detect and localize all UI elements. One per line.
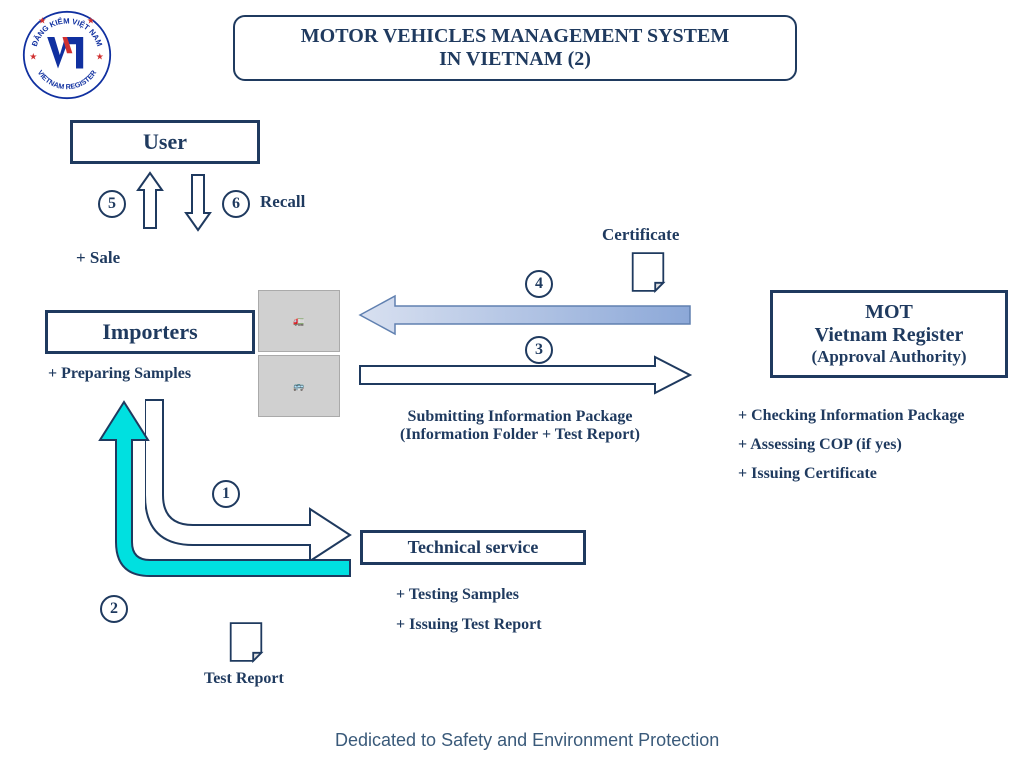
preparing-samples-label: + Preparing Samples [48,365,191,383]
test-report-doc-icon [228,620,264,664]
importers-box: Importers [45,310,255,354]
arrow-4 [355,290,695,340]
mot-line3: (Approval Authority) [779,347,999,367]
mot-items: + Checking Information Package + Assessi… [738,402,964,488]
recall-label: Recall [260,192,305,212]
user-box: User [70,120,260,164]
mot-item1: + Checking Information Package [738,402,964,431]
step-4: 4 [525,270,553,298]
submit-info-block: Submitting Information Package (Informat… [370,408,670,444]
submit-line2: (Information Folder + Test Report) [370,426,670,444]
step-3: 3 [525,336,553,364]
svg-text:VIETNAM REGISTER: VIETNAM REGISTER [36,68,99,92]
tech-item1: + Testing Samples [396,580,542,610]
submit-line1: Submitting Information Package [370,408,670,426]
mot-item3: + Issuing Certificate [738,460,964,489]
svg-text:★: ★ [29,52,37,62]
tech-item2: + Issuing Test Report [396,610,542,640]
svg-text:★: ★ [87,16,95,26]
logo: ĐĂNG KIỂM VIỆT NAM VIETNAM REGISTER ★ ★ … [22,10,112,105]
importers-label: Importers [102,319,197,344]
mot-line2: Vietnam Register [779,324,999,347]
certificate-doc-icon [630,250,666,294]
arrow-up-5 [130,168,170,238]
page-title: MOTOR VEHICLES MANAGEMENT SYSTEM IN VIET… [233,15,797,81]
title-line2: IN VIETNAM (2) [255,48,775,71]
footer-text: Dedicated to Safety and Environment Prot… [335,730,719,751]
mot-item2: + Assessing COP (if yes) [738,431,964,460]
svg-text:★: ★ [96,52,104,62]
mot-line1: MOT [779,301,999,324]
title-line1: MOTOR VEHICLES MANAGEMENT SYSTEM [255,25,775,48]
technical-service-label: Technical service [408,537,539,557]
sale-label: + Sale [76,248,120,268]
test-report-label: Test Report [204,670,284,688]
tech-items: + Testing Samples + Issuing Test Report [396,580,542,641]
arrow-2 [90,400,360,610]
arrow-down-6 [178,168,218,238]
step-6: 6 [222,190,250,218]
svg-text:★: ★ [38,16,46,26]
arrow-3 [355,352,695,398]
step-2: 2 [100,595,128,623]
mot-box: MOT Vietnam Register (Approval Authority… [770,290,1008,378]
user-label: User [143,129,187,154]
vehicle-image-1: 🚛 [258,290,340,352]
certificate-label: Certificate [602,225,679,245]
technical-service-box: Technical service [360,530,586,565]
step-5: 5 [98,190,126,218]
